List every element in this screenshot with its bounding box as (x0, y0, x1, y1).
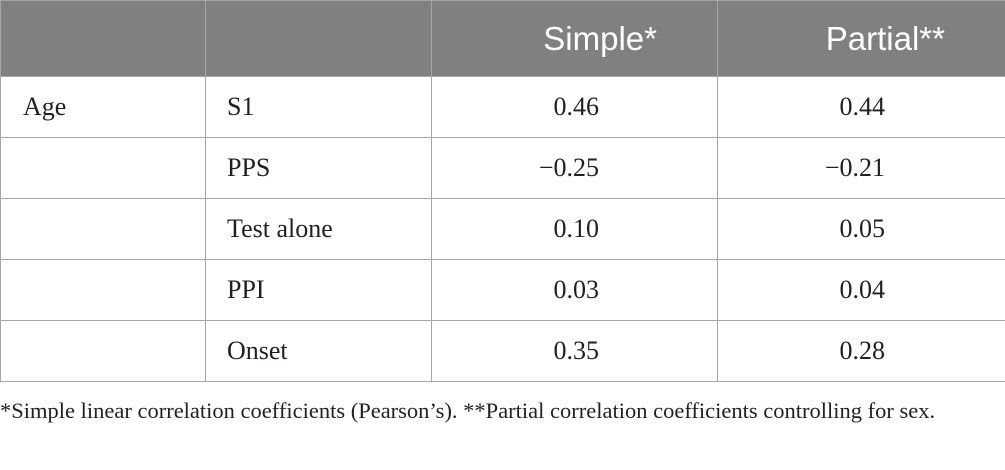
variable-cell (0, 198, 206, 260)
measure-cell: Onset (205, 320, 432, 382)
correlation-table: Simple* Partial** Age S1 0.46 0.44 PPS −… (0, 0, 1005, 382)
header-variable (0, 0, 206, 77)
header-row: Simple* Partial** (0, 0, 1005, 77)
table-row: Onset 0.35 0.28 (0, 320, 1005, 382)
simple-value-cell: −0.25 (431, 137, 718, 199)
simple-value-cell: 0.46 (431, 76, 718, 138)
measure-cell: PPS (205, 137, 432, 199)
table-footnote: *Simple linear correlation coefficients … (0, 398, 936, 423)
table-row: PPS −0.25 −0.21 (0, 137, 1005, 199)
header-simple: Simple* (431, 0, 718, 77)
partial-value-cell: −0.21 (717, 137, 1005, 199)
header-partial: Partial** (717, 0, 1005, 77)
simple-value-cell: 0.10 (431, 198, 718, 260)
partial-value-cell: 0.44 (717, 76, 1005, 138)
simple-value-cell: 0.03 (431, 259, 718, 321)
partial-value-cell: 0.04 (717, 259, 1005, 321)
partial-value-cell: 0.05 (717, 198, 1005, 260)
measure-cell: S1 (205, 76, 432, 138)
table-row: Age S1 0.46 0.44 (0, 76, 1005, 138)
measure-cell: PPI (205, 259, 432, 321)
table-row: Test alone 0.10 0.05 (0, 198, 1005, 260)
partial-value-cell: 0.28 (717, 320, 1005, 382)
variable-cell (0, 320, 206, 382)
header-measure (205, 0, 432, 77)
measure-cell: Test alone (205, 198, 432, 260)
variable-cell (0, 259, 206, 321)
variable-cell: Age (0, 76, 206, 138)
table-header: Simple* Partial** (0, 0, 1005, 77)
table-row: PPI 0.03 0.04 (0, 259, 1005, 321)
variable-cell (0, 137, 206, 199)
simple-value-cell: 0.35 (431, 320, 718, 382)
table-body: Age S1 0.46 0.44 PPS −0.25 −0.21 Test al… (0, 76, 1005, 382)
